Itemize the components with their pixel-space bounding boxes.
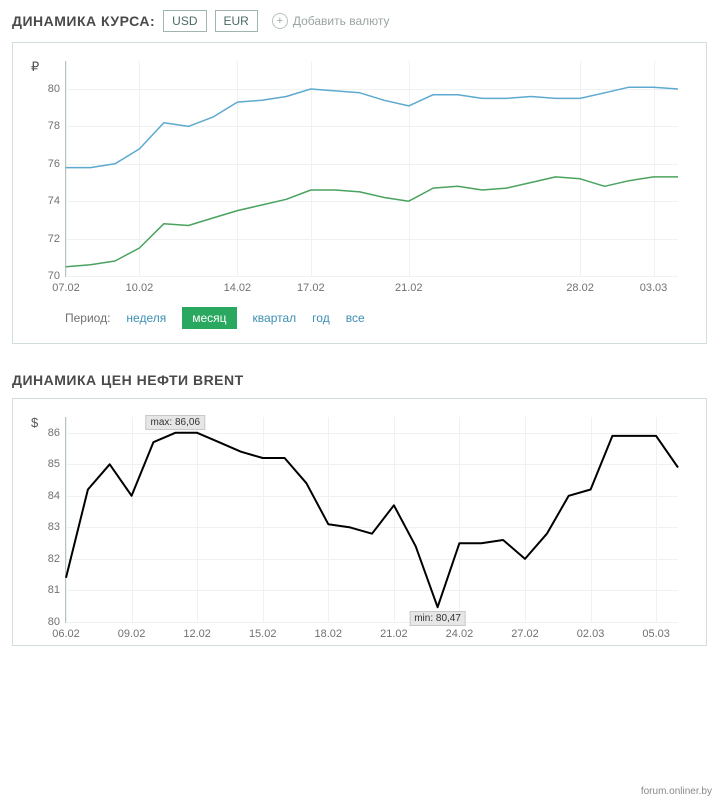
y-tick-label: 82 [48,553,66,565]
x-tick-label: 05.03 [642,622,670,640]
currency-title: ДИНАМИКА КУРСА: [12,13,155,29]
period-week[interactable]: неделя [126,311,166,325]
x-tick-label: 15.02 [249,622,277,640]
series-eur [66,87,678,167]
annotation-min: min: 80,47 [409,611,466,626]
period-label: Период: [65,311,110,325]
y-tick-label: 76 [48,158,66,170]
x-tick-label: 09.02 [118,622,146,640]
period-quarter[interactable]: квартал [253,311,297,325]
x-tick-label: 27.02 [511,622,539,640]
annotation-max: max: 86,06 [146,415,205,430]
brent-title: ДИНАМИКА ЦЕН НЕФТИ BRENT [12,372,244,388]
y-tick-label: 80 [48,83,66,95]
eur-button[interactable]: EUR [215,10,258,32]
currency-chart: ₽ 70727476788007.0210.0214.0217.0221.022… [31,61,688,277]
currency-y-symbol: ₽ [31,59,39,75]
x-tick-label: 21.02 [380,622,408,640]
x-tick-label: 18.02 [315,622,343,640]
series-usd [66,177,678,267]
usd-button[interactable]: USD [163,10,206,32]
y-tick-label: 84 [48,490,66,502]
currency-header: ДИНАМИКА КУРСА: USD EUR + Добавить валют… [12,10,707,32]
x-tick-label: 28.02 [566,276,594,294]
x-tick-label: 12.02 [183,622,211,640]
x-tick-label: 17.02 [297,276,325,294]
x-tick-label: 10.02 [126,276,154,294]
x-tick-label: 03.03 [640,276,668,294]
y-tick-label: 83 [48,521,66,533]
y-tick-label: 74 [48,195,66,207]
watermark: forum.onliner.by [638,785,715,798]
brent-y-symbol: $ [31,415,38,430]
y-tick-label: 81 [48,584,66,596]
y-tick-label: 78 [48,120,66,132]
x-tick-label: 02.03 [577,622,605,640]
brent-chart-panel: $ 8081828384858606.0209.0212.0215.0218.0… [12,398,707,646]
brent-header: ДИНАМИКА ЦЕН НЕФТИ BRENT [12,372,707,388]
y-tick-label: 86 [48,427,66,439]
period-all[interactable]: все [346,311,365,325]
period-month[interactable]: месяц [182,307,236,329]
brent-chart: $ 8081828384858606.0209.0212.0215.0218.0… [31,417,688,623]
add-currency-button[interactable]: + Добавить валюту [272,13,390,29]
y-tick-label: 72 [48,233,66,245]
x-tick-label: 06.02 [52,622,80,640]
series-brent [66,433,678,607]
currency-chart-panel: ₽ 70727476788007.0210.0214.0217.0221.022… [12,42,707,344]
x-tick-label: 07.02 [52,276,80,294]
period-year[interactable]: год [312,311,330,325]
add-currency-label: Добавить валюту [293,14,390,28]
x-tick-label: 21.02 [395,276,423,294]
x-tick-label: 14.02 [224,276,252,294]
period-selector: Период: неделя месяц квартал год все [65,307,688,329]
plus-icon: + [272,13,288,29]
y-tick-label: 85 [48,458,66,470]
